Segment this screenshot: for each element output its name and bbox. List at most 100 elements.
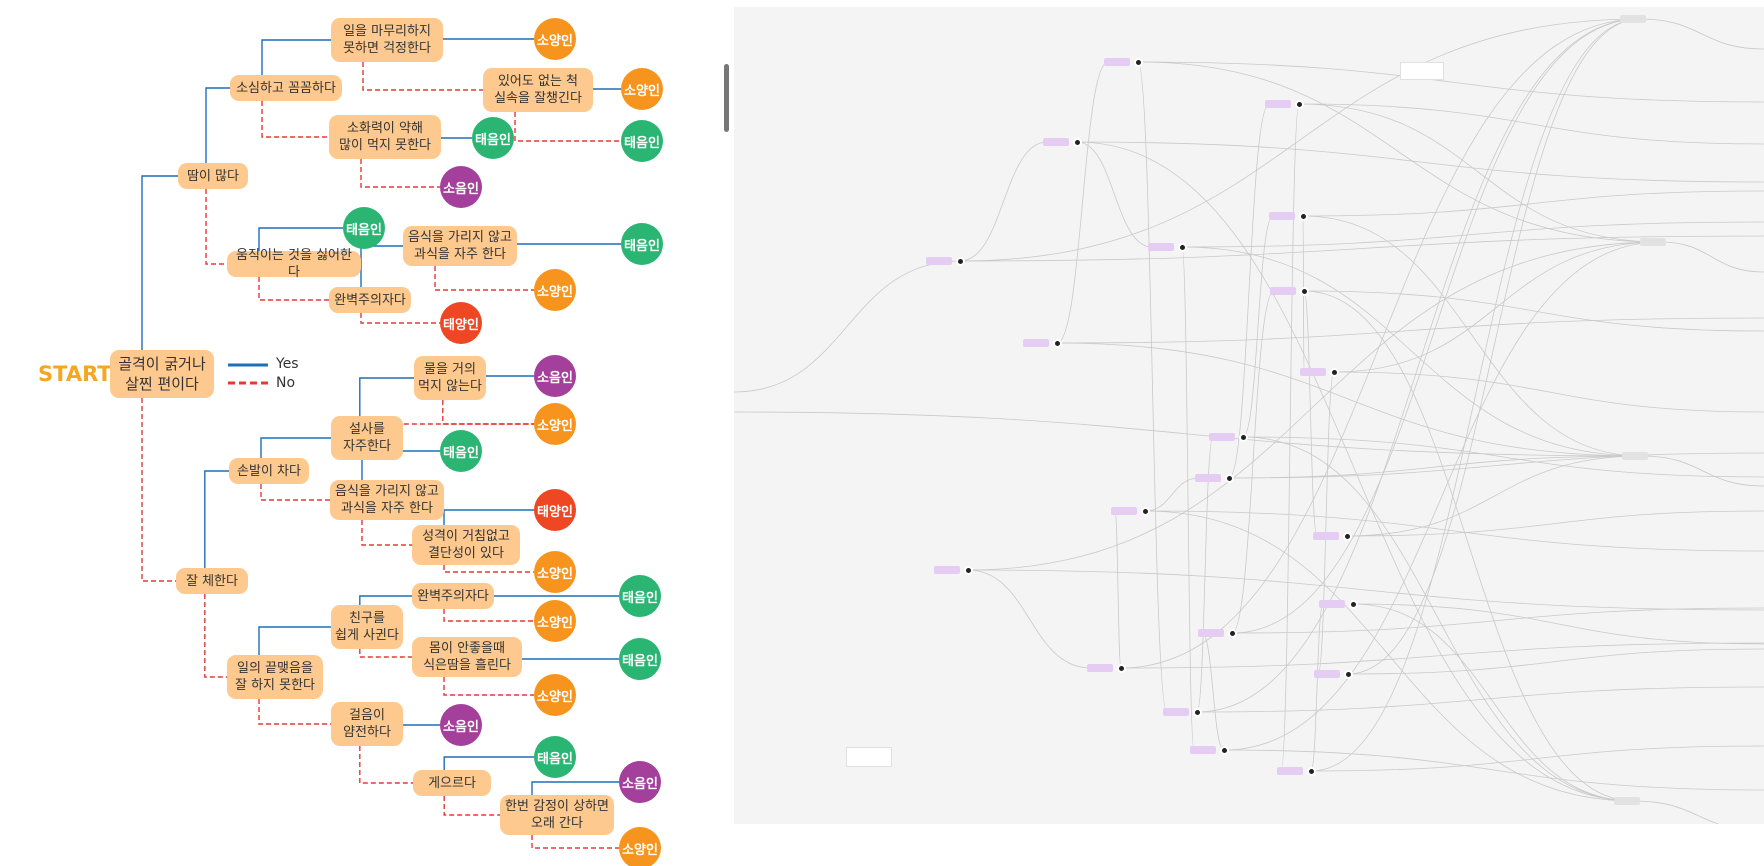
- question-node: 음식을 가리지 않고 과식을 자주 한다: [330, 480, 444, 520]
- yes-connector: [531, 781, 619, 795]
- result-node: 소양인: [619, 827, 661, 866]
- question-node: 설사를 자주한다: [331, 416, 403, 460]
- result-node: 소양인: [534, 403, 576, 445]
- graph-node[interactable]: [1043, 138, 1069, 146]
- question-node: 게으르다: [413, 770, 491, 796]
- graph-result-node[interactable]: [1620, 15, 1646, 23]
- graph-node-port[interactable]: [1193, 708, 1202, 717]
- graph-edge: [1137, 61, 1168, 713]
- graph-node[interactable]: [1163, 708, 1189, 716]
- graph-node-port[interactable]: [1220, 746, 1229, 755]
- graph-node[interactable]: [1300, 368, 1326, 376]
- graph-node[interactable]: [1314, 670, 1340, 678]
- graph-node-port[interactable]: [1344, 670, 1353, 679]
- graph-edge: [1302, 190, 1764, 217]
- no-connector: [442, 400, 534, 425]
- no-connector: [360, 313, 440, 324]
- graph-result-node[interactable]: [1640, 238, 1666, 246]
- graph-note[interactable]: [1400, 62, 1444, 80]
- graph-node-port[interactable]: [1134, 58, 1143, 67]
- graph-note[interactable]: [846, 747, 892, 767]
- graph-node[interactable]: [1270, 287, 1296, 295]
- graph-node-port[interactable]: [1053, 339, 1062, 348]
- yes-connector: [359, 595, 412, 605]
- graph-node-port[interactable]: [1307, 767, 1316, 776]
- graph-node[interactable]: [1209, 433, 1235, 441]
- graph-edge: [1056, 317, 1764, 344]
- graph-edge: [967, 569, 1764, 611]
- graph-node-port[interactable]: [956, 257, 965, 266]
- graph-result-node[interactable]: [1622, 452, 1648, 460]
- graph-node[interactable]: [1148, 243, 1174, 251]
- question-node: 완벽주의자다: [329, 287, 411, 313]
- question-node: 걸음이 얌전하다: [331, 702, 403, 746]
- graph-node-port[interactable]: [1073, 138, 1082, 147]
- question-node: 있어도 없는 척 실속을 잘챙긴다: [483, 68, 593, 112]
- graph-edge: [967, 241, 1661, 571]
- question-node: 잘 체한다: [176, 568, 248, 594]
- graph-node-port[interactable]: [1349, 600, 1358, 609]
- graph-edge: [1228, 455, 1643, 479]
- graph-node-port[interactable]: [1330, 368, 1339, 377]
- result-node: 소양인: [534, 551, 576, 593]
- legend-no: No: [276, 375, 296, 391]
- no-connector: [443, 609, 534, 622]
- yes-connector: [443, 509, 534, 525]
- graph-edge: [1231, 18, 1641, 634]
- graph-edge: [1310, 18, 1641, 772]
- result-node: 소음인: [619, 761, 661, 803]
- graph-edge: [1639, 18, 1764, 50]
- graph-node[interactable]: [1265, 100, 1291, 108]
- graph-result-node[interactable]: [1614, 797, 1640, 805]
- graph-node-port[interactable]: [964, 566, 973, 575]
- graph-edge: [1641, 455, 1764, 487]
- graph-canvas[interactable]: [734, 7, 1764, 824]
- question-node: 소화력이 약해 많이 먹지 못한다: [329, 115, 441, 159]
- graph-node[interactable]: [1190, 746, 1216, 754]
- graph-edge: [1181, 246, 1643, 457]
- no-connector: [443, 677, 534, 696]
- graph-edge: [1302, 215, 1643, 457]
- flowchart-connectors: [141, 18, 621, 849]
- graph-node[interactable]: [1198, 629, 1224, 637]
- no-connector: [260, 484, 330, 501]
- scrollbar[interactable]: [724, 64, 729, 132]
- result-node: 소양인: [534, 674, 576, 716]
- graph-node[interactable]: [1023, 339, 1049, 347]
- graph-edge: [734, 411, 1643, 457]
- graph-node-port[interactable]: [1295, 100, 1304, 109]
- graph-node[interactable]: [926, 257, 952, 265]
- result-node: 태음인: [619, 638, 661, 680]
- graph-edge: [1076, 141, 1764, 183]
- graph-node[interactable]: [1104, 58, 1130, 66]
- graph-node[interactable]: [1313, 532, 1339, 540]
- graph-node[interactable]: [1269, 212, 1295, 220]
- graph-node-port[interactable]: [1178, 243, 1187, 252]
- graph-node-port[interactable]: [1141, 507, 1150, 516]
- no-connector: [204, 594, 227, 678]
- graph-node-port[interactable]: [1299, 212, 1308, 221]
- no-connector: [205, 189, 227, 265]
- yes-connector: [141, 175, 178, 350]
- graph-node[interactable]: [934, 566, 960, 574]
- yes-connector: [205, 87, 230, 163]
- graph-node[interactable]: [1087, 664, 1113, 672]
- graph-node-port[interactable]: [1117, 664, 1126, 673]
- graph-edge: [1242, 436, 1764, 478]
- graph-edge: [1120, 642, 1764, 669]
- graph-node-port[interactable]: [1343, 532, 1352, 541]
- graph-edge: [1231, 607, 1764, 634]
- graph-edge: [1120, 18, 1641, 669]
- graph-node[interactable]: [1195, 474, 1221, 482]
- graph-node-port[interactable]: [1225, 474, 1234, 483]
- graph-node-port[interactable]: [1228, 629, 1237, 638]
- graph-node[interactable]: [1111, 507, 1137, 515]
- graph-node-port[interactable]: [1239, 433, 1248, 442]
- graph-node[interactable]: [1319, 600, 1345, 608]
- no-connector: [359, 746, 413, 784]
- graph-edge: [1196, 686, 1764, 713]
- question-node: 손발이 차다: [229, 458, 309, 484]
- graph-node[interactable]: [1277, 767, 1303, 775]
- question-node: 일의 끝맺음을 잘 하지 못한다: [227, 655, 323, 699]
- graph-node-port[interactable]: [1300, 287, 1309, 296]
